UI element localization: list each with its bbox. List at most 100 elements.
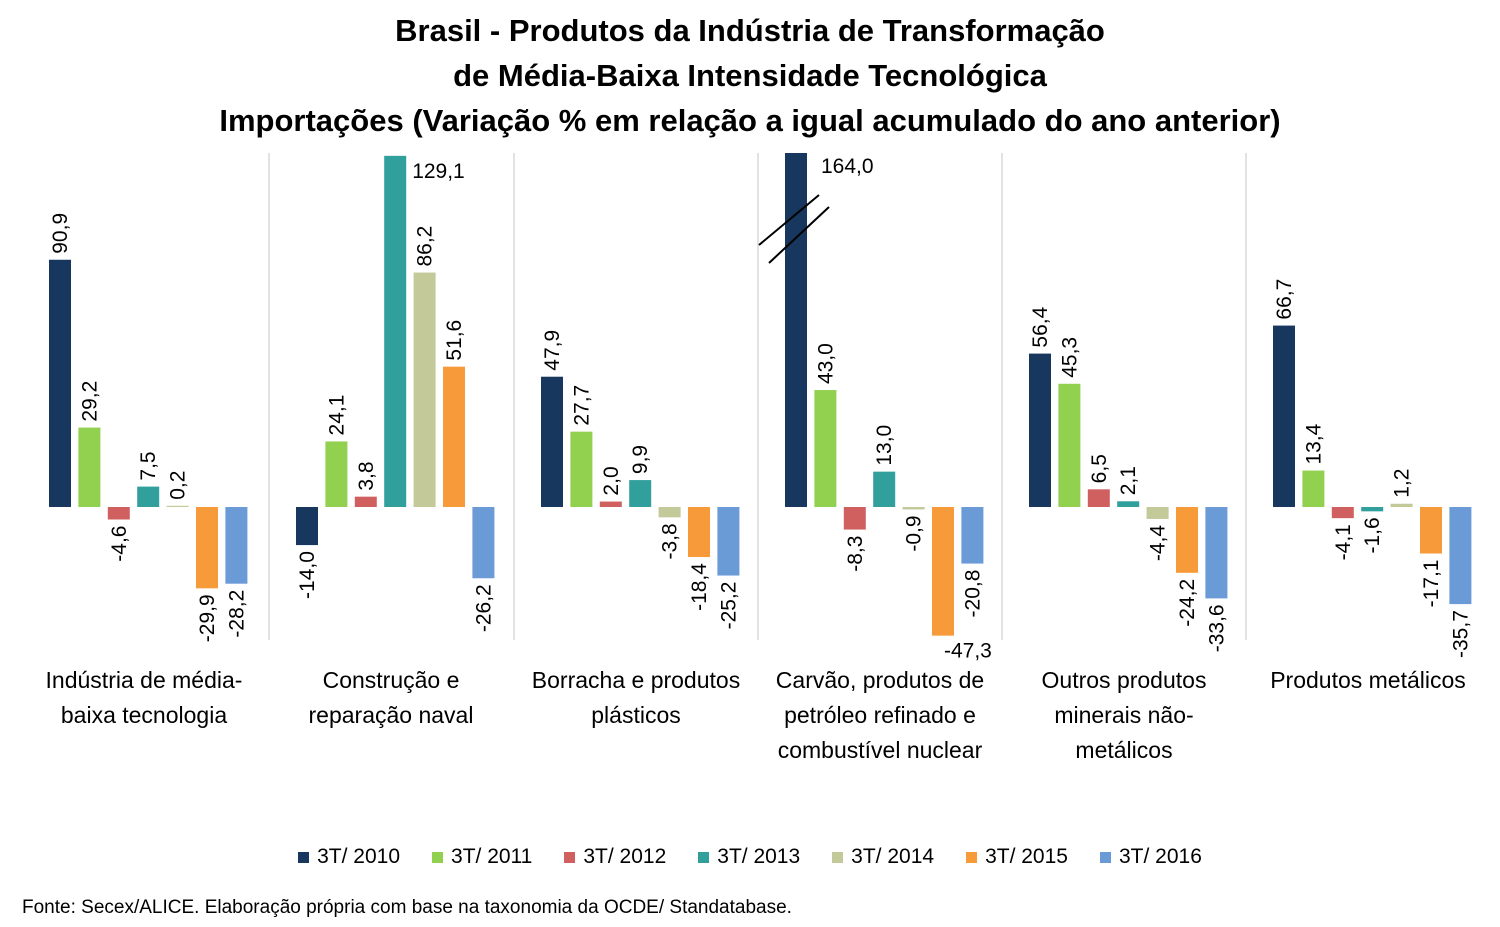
- bar: [961, 507, 984, 564]
- bar: [1058, 383, 1081, 507]
- bar: [843, 507, 866, 530]
- legend-item: 3T/ 2011: [432, 845, 532, 869]
- bar: [1420, 507, 1442, 554]
- category-label: Carvão, produtos de: [776, 667, 984, 693]
- bar: [932, 507, 954, 636]
- data-label: 56,4: [1029, 306, 1052, 347]
- data-label: 51,6: [443, 320, 466, 361]
- bar: [1087, 489, 1110, 507]
- data-label: 7,5: [137, 451, 160, 480]
- bar: [717, 507, 740, 576]
- data-label: 27,7: [570, 385, 593, 426]
- bar: [137, 486, 160, 507]
- bar: [1302, 470, 1325, 507]
- bar: [472, 507, 495, 579]
- data-label: -8,3: [844, 536, 867, 572]
- data-label: 2,0: [600, 466, 623, 495]
- bar: [225, 507, 248, 584]
- legend-label: 3T/ 2013: [717, 845, 801, 868]
- bar: [1146, 507, 1169, 519]
- data-label: -25,2: [717, 582, 740, 630]
- category-label: metálicos: [1075, 737, 1172, 763]
- bar: [196, 507, 218, 589]
- category-label: Construção e: [323, 667, 460, 693]
- category-label: baixa tecnologia: [61, 702, 227, 728]
- chart-title-line-1: Brasil - Produtos da Indústria de Transf…: [395, 13, 1105, 48]
- bar: [107, 507, 130, 520]
- category-label: Outros produtos: [1042, 667, 1207, 693]
- legend: 3T/ 2010 3T/ 2011 3T/ 2012 3T/ 2013 3T/ 2014…: [0, 845, 1500, 869]
- bar: [570, 431, 593, 507]
- data-label: -33,6: [1205, 604, 1228, 652]
- bar: [873, 471, 896, 507]
- legend-swatch: [1099, 851, 1111, 863]
- legend-label: 3T/ 2010: [317, 845, 401, 868]
- bar: [814, 390, 837, 507]
- data-label: 13,0: [873, 425, 896, 466]
- category-label: reparação naval: [309, 702, 474, 728]
- bar: [384, 155, 407, 507]
- legend-item: 3T/ 2014: [832, 845, 934, 869]
- data-label: -26,2: [472, 584, 495, 632]
- bar: [629, 480, 652, 507]
- data-label: 13,4: [1302, 423, 1325, 464]
- category-label: combustível nuclear: [778, 737, 983, 763]
- source-note: Fonte: Secex/ALICE. Elaboração própria c…: [22, 897, 792, 918]
- bar: [49, 259, 71, 507]
- category-label: Produtos metálicos: [1270, 667, 1466, 693]
- legend-label: 3T/ 2011: [451, 845, 533, 868]
- legend-swatch: [432, 851, 444, 863]
- data-label: -3,8: [659, 523, 682, 559]
- bar: [1273, 325, 1295, 507]
- legend-item: 3T/ 2015: [966, 845, 1068, 869]
- data-label: 9,9: [629, 445, 652, 474]
- legend-label: 3T/ 2015: [985, 845, 1068, 868]
- data-label: 47,9: [541, 330, 564, 371]
- category-label: plásticos: [591, 702, 680, 728]
- legend-swatch: [698, 851, 710, 863]
- data-label: 3,8: [355, 461, 378, 490]
- data-label: 164,0: [821, 155, 874, 178]
- legend-swatch: [832, 851, 844, 863]
- data-label: 24,1: [325, 395, 348, 436]
- legend-label: 3T/ 2016: [1118, 845, 1202, 868]
- legend-swatch: [298, 851, 310, 863]
- data-label: 43,0: [814, 343, 837, 384]
- chart-title-line-3: Importações (Variação % em relação a igu…: [219, 103, 1281, 138]
- data-label: -28,2: [225, 590, 248, 638]
- bar: [1205, 507, 1228, 599]
- data-label: -0,9: [903, 515, 926, 551]
- bar: [1176, 507, 1198, 573]
- bar: [413, 272, 436, 507]
- legend-item: 3T/ 2016: [1099, 845, 1202, 869]
- data-label: -4,4: [1147, 525, 1170, 562]
- bar: [354, 496, 377, 507]
- axis-break-mark: [758, 194, 820, 246]
- chart-title-line-2: de Média-Baixa Intensidade Tecnológica: [453, 58, 1047, 93]
- data-label: -29,9: [196, 594, 219, 642]
- data-label: 45,3: [1058, 337, 1081, 378]
- legend-item: 3T/ 2012: [564, 845, 666, 869]
- data-label: -18,4: [688, 563, 711, 611]
- data-label: -24,2: [1176, 579, 1199, 627]
- bar: [1331, 507, 1354, 519]
- data-label: -47,3: [944, 640, 992, 663]
- bar: [1449, 507, 1472, 605]
- bar: [1361, 507, 1384, 512]
- bar: [325, 441, 348, 507]
- legend-swatch: [966, 851, 978, 863]
- data-label: 6,5: [1088, 454, 1111, 483]
- bar: [785, 153, 807, 507]
- data-label: -1,6: [1361, 517, 1384, 553]
- chart-title: Brasil - Produtos da Indústria de Transf…: [0, 8, 1500, 143]
- data-label: -35,7: [1449, 610, 1472, 658]
- data-label: 129,1: [412, 160, 465, 183]
- data-label: 86,2: [414, 226, 437, 267]
- bar: [78, 427, 101, 507]
- category-label: minerais não-: [1054, 702, 1193, 728]
- bar: [599, 501, 622, 507]
- legend-item: 3T/ 2010: [298, 845, 400, 869]
- bar: [1117, 501, 1140, 507]
- data-label: 2,1: [1117, 466, 1140, 495]
